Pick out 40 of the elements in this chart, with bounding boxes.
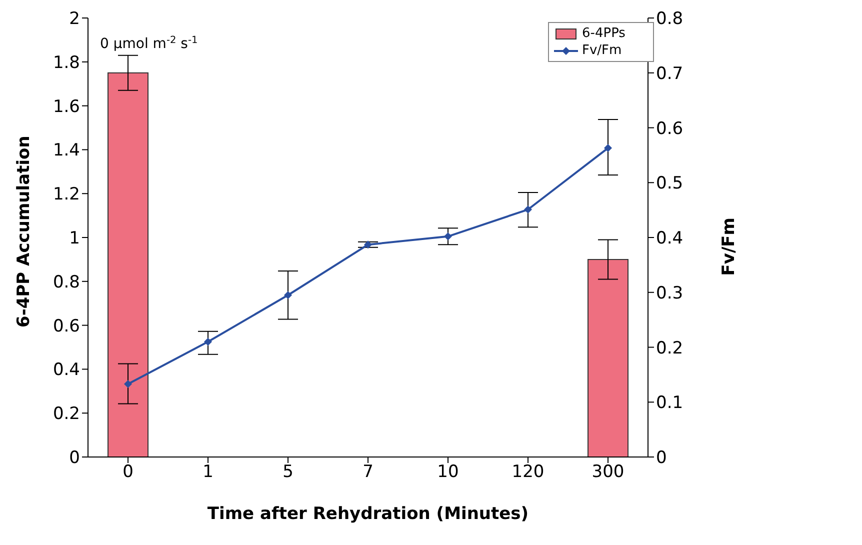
y-axis-title: 6-4PP Accumulation: [14, 136, 34, 328]
y2-tick-label: 0.6: [656, 118, 684, 139]
y2-tick-label: 0.4: [656, 228, 684, 249]
y-tick-label: 1.6: [52, 96, 80, 117]
y-tick-label: 0.2: [52, 404, 80, 424]
y-tick-label: 1.8: [52, 52, 80, 73]
y2-tick-label: 0.7: [656, 64, 684, 84]
y-tick-label: 0: [69, 448, 80, 468]
y-tick-label: 1: [69, 228, 80, 249]
y2-tick-label: 0: [656, 448, 667, 468]
legend-label: 6-4PPs: [582, 26, 626, 41]
y2-axis-title: Fv/Fm: [719, 218, 740, 276]
y2-tick-label: 0.2: [656, 338, 684, 358]
y2-tick-label: 0.1: [656, 393, 684, 414]
point: [364, 240, 372, 249]
point: [124, 380, 132, 388]
x-tick-label: 0: [122, 462, 134, 482]
annotation: 0 μmol m$^{-2}$ s$^{-1}$: [100, 34, 198, 52]
y-tick-label: 0.8: [52, 272, 80, 292]
y-tick-label: 1.2: [52, 184, 80, 205]
y-tick-label: 2: [69, 9, 80, 30]
y2-tick-label: 0.8: [656, 9, 684, 30]
x-tick-label: 5: [282, 462, 294, 482]
x-tick-label: 10: [437, 462, 459, 482]
x-tick-label: 300: [592, 462, 624, 482]
x-tick-label: 7: [362, 462, 374, 482]
x-axis-title: Time after Rehydration (Minutes): [207, 504, 529, 524]
point: [604, 144, 612, 152]
y-tick-label: 0.4: [52, 360, 80, 380]
x-tick-label: 120: [512, 462, 544, 482]
point: [444, 232, 452, 240]
point: [204, 338, 212, 346]
x-tick-label: 1: [202, 462, 214, 482]
y2-tick-label: 0.5: [656, 174, 684, 194]
point: [524, 206, 532, 214]
y2-tick-label: 0.3: [656, 283, 684, 304]
y-tick-label: 1.4: [52, 140, 80, 161]
legend-label: Fv/Fm: [582, 43, 622, 58]
y-tick-label: 0.6: [52, 316, 80, 336]
point: [284, 291, 292, 300]
